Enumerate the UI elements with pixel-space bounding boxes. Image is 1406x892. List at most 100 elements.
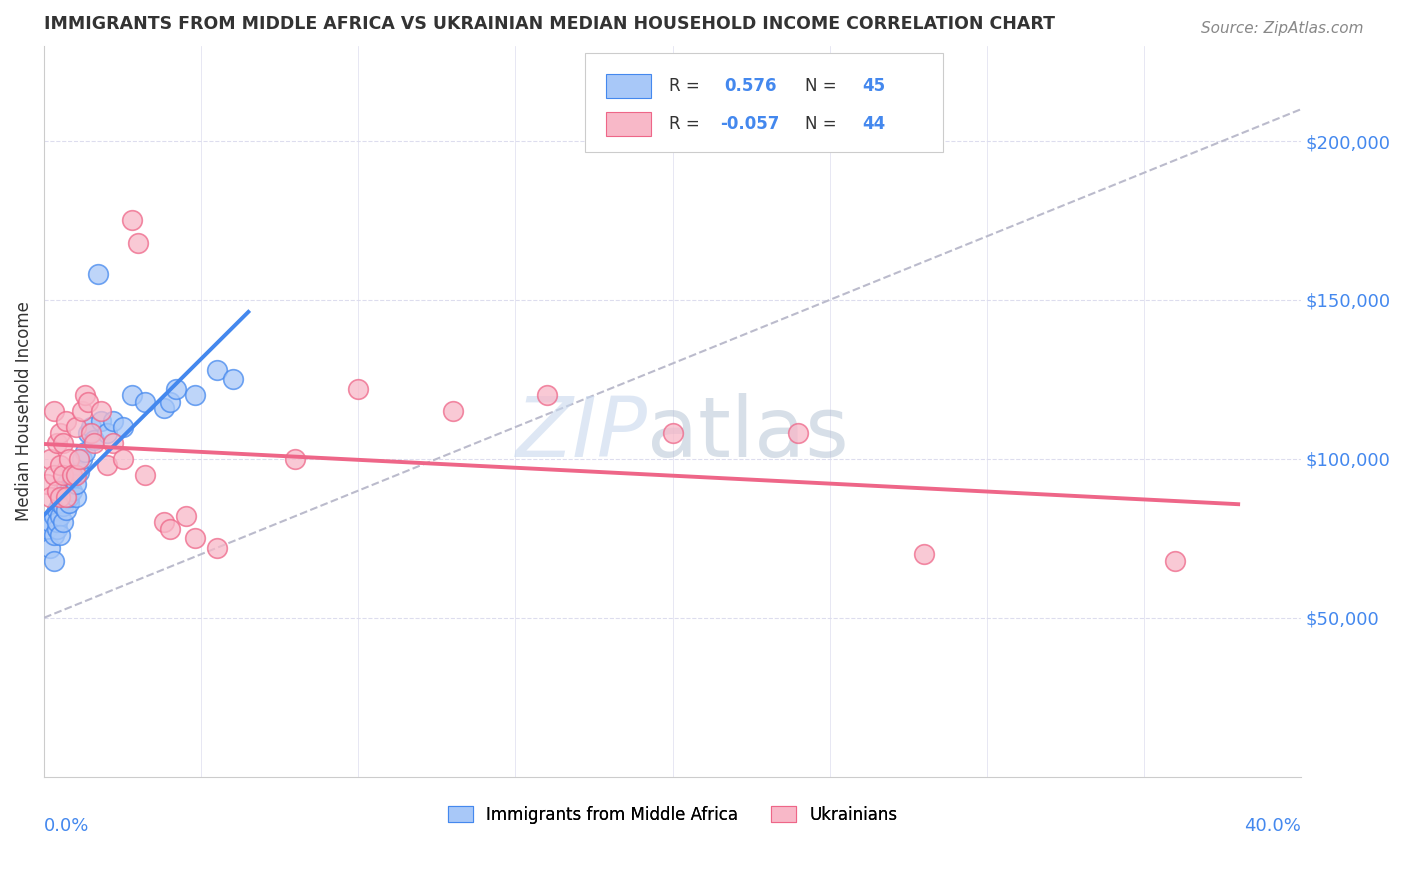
Point (49, 496, 72, 510)
Point (45, 516, 67, 530)
Point (60, 471, 83, 485)
Point (55, 477, 77, 491)
Text: R =: R = (669, 77, 700, 95)
Point (49, 490, 72, 504)
Point (77, 394, 100, 409)
Point (52, 467, 75, 482)
Text: R =: R = (669, 115, 700, 133)
Point (73, 388, 96, 402)
Point (42, 508, 65, 523)
Point (103, 436, 125, 450)
Point (45, 502, 67, 516)
Point (77, 426, 100, 441)
Point (70, 451, 93, 466)
Point (49, 490, 72, 504)
Point (90, 414, 112, 428)
Point (111, 420, 134, 434)
Point (49, 528, 72, 542)
Point (55, 490, 77, 504)
Point (52, 483, 75, 498)
Point (73, 445, 96, 459)
Point (86, 268, 108, 282)
Point (205, 541, 228, 555)
Point (58, 490, 80, 504)
Point (111, 451, 134, 466)
Point (83, 436, 105, 450)
Point (52, 516, 75, 530)
Point (49, 458, 72, 472)
Point (159, 394, 181, 409)
Point (221, 372, 243, 386)
Text: atlas: atlas (647, 392, 849, 474)
Point (58, 483, 80, 498)
Point (347, 382, 370, 396)
Point (49, 508, 72, 523)
Point (284, 451, 307, 466)
Point (65, 490, 87, 504)
Point (39, 451, 62, 466)
Point (39, 490, 62, 504)
Point (55, 502, 77, 516)
Point (103, 414, 125, 428)
FancyBboxPatch shape (606, 74, 651, 97)
Point (52, 500, 75, 514)
Point (174, 508, 197, 523)
Point (536, 388, 558, 402)
Point (127, 235, 149, 250)
Point (912, 547, 935, 561)
FancyBboxPatch shape (606, 112, 651, 136)
Point (96, 458, 118, 472)
Point (39, 541, 62, 555)
Point (42, 404, 65, 418)
Text: 44: 44 (862, 115, 886, 133)
Point (60, 483, 83, 498)
Point (49, 426, 72, 441)
Point (45, 522, 67, 536)
Text: N =: N = (804, 115, 837, 133)
Text: Source: ZipAtlas.com: Source: ZipAtlas.com (1201, 21, 1364, 36)
Point (152, 516, 174, 530)
Point (58, 451, 80, 466)
Point (205, 363, 228, 377)
Legend: Immigrants from Middle Africa, Ukrainians: Immigrants from Middle Africa, Ukrainian… (441, 799, 904, 830)
Point (134, 467, 156, 482)
Point (152, 401, 174, 415)
Point (45, 436, 67, 450)
Point (134, 394, 156, 409)
Point (52, 436, 75, 450)
Point (184, 388, 207, 402)
Text: ZIP: ZIP (516, 392, 647, 474)
Point (661, 426, 683, 441)
Point (55, 490, 77, 504)
Point (45, 483, 67, 498)
Point (96, 426, 118, 441)
Point (39, 516, 62, 530)
Text: 0.0%: 0.0% (44, 817, 90, 835)
Point (165, 382, 187, 396)
Text: IMMIGRANTS FROM MIDDLE AFRICA VS UKRAINIAN MEDIAN HOUSEHOLD INCOME CORRELATION C: IMMIGRANTS FROM MIDDLE AFRICA VS UKRAINI… (44, 15, 1054, 33)
Text: N =: N = (804, 77, 837, 95)
Point (70, 404, 93, 418)
Text: 40.0%: 40.0% (1244, 817, 1301, 835)
Point (67, 465, 90, 479)
Point (55, 414, 77, 428)
Point (37, 477, 59, 491)
Text: 0.576: 0.576 (724, 77, 776, 95)
Point (42, 467, 65, 482)
Point (441, 404, 464, 418)
Y-axis label: Median Household Income: Median Household Income (15, 301, 32, 521)
Point (121, 388, 143, 402)
Point (787, 426, 810, 441)
Point (80, 420, 103, 434)
Point (65, 477, 87, 491)
Point (67, 451, 90, 466)
Point (184, 531, 207, 545)
Text: 45: 45 (862, 77, 886, 95)
Point (121, 213, 143, 227)
Point (65, 467, 87, 482)
Text: -0.057: -0.057 (720, 115, 780, 133)
Point (37, 522, 59, 536)
Point (90, 404, 112, 418)
Point (83, 433, 105, 447)
Point (1164, 553, 1187, 567)
